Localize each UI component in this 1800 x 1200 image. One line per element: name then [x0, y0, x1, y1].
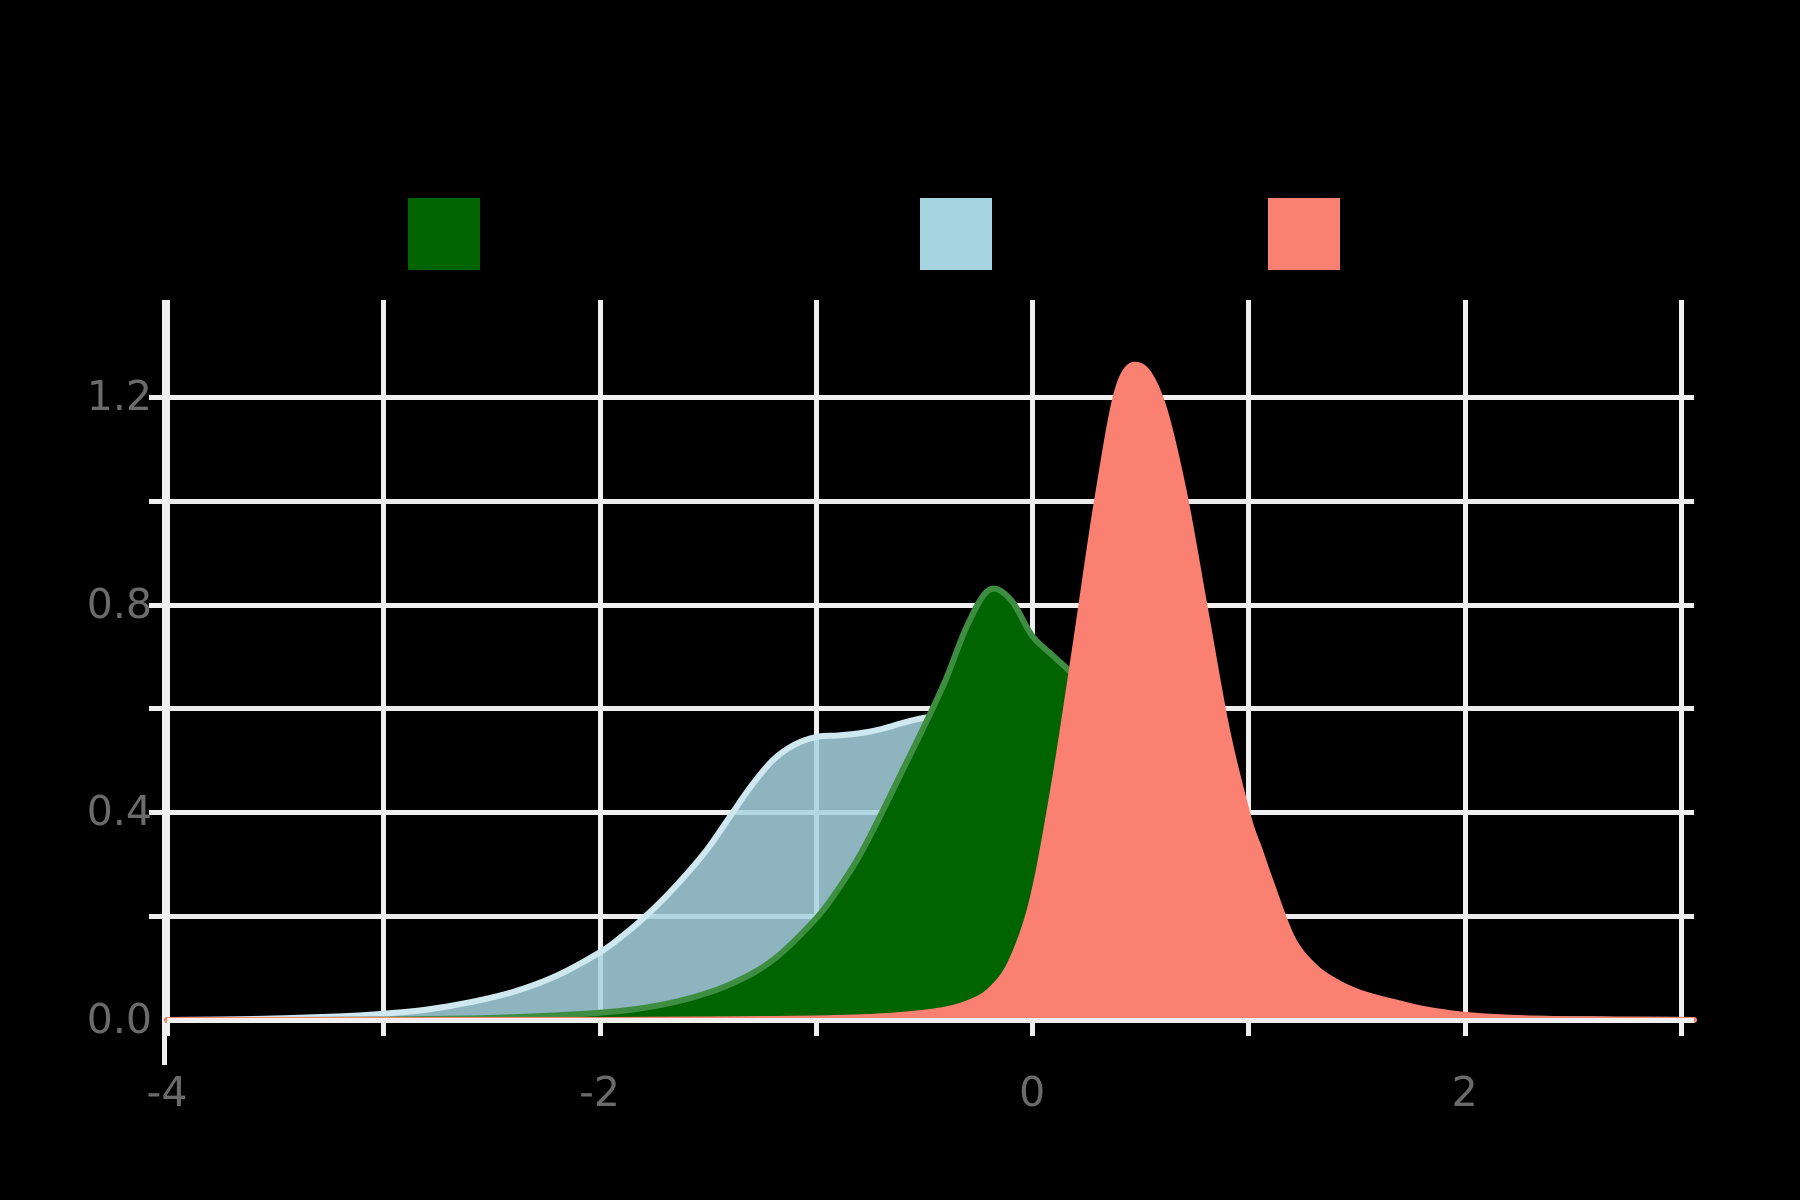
gridline-vertical [1246, 300, 1252, 1020]
y-tick-mark [149, 602, 163, 608]
x-tick-mark [1246, 1020, 1252, 1036]
gridline-vertical [597, 300, 603, 1020]
plot-area [149, 300, 1697, 1065]
legend-swatch-lightblue[interactable] [920, 198, 992, 270]
x-tick-mark [1030, 1020, 1036, 1036]
x-tick-mark [1679, 1020, 1685, 1036]
x-tick-mark [597, 1020, 603, 1036]
chart-legend [0, 0, 1800, 300]
gridline-vertical [165, 300, 170, 1020]
gridline-vertical [1679, 300, 1685, 1020]
gridline-vertical [813, 300, 819, 1020]
y-tick-mark-minor [149, 498, 163, 504]
x-tick-label: 2 [1451, 1068, 1478, 1116]
y-tick-label: 0.0 [86, 995, 152, 1043]
y-tick-label: 1.2 [86, 371, 152, 420]
y-tick-label: 0.8 [86, 579, 152, 628]
density-series-green [164, 585, 1697, 1024]
y-tick-mark [149, 810, 163, 816]
y-tick-label: 0.4 [86, 787, 152, 836]
legend-swatch-salmon[interactable] [1268, 198, 1340, 270]
x-tick-label: 0 [1019, 1068, 1046, 1116]
x-tick-label: -4 [146, 1068, 188, 1116]
density-curves [164, 361, 1697, 1024]
x-axis-baseline [167, 1018, 1694, 1023]
x-tick-mark [165, 1020, 170, 1036]
gridline-vertical [381, 300, 387, 1020]
x-tick-mark [381, 1020, 387, 1036]
density-fill-green [167, 588, 1694, 1021]
y-axis-line [162, 300, 167, 1065]
gridline-horizontal [167, 394, 1694, 400]
y-tick-mark-minor [149, 914, 163, 920]
legend-swatch-green[interactable] [408, 198, 480, 270]
x-tick-label: -2 [579, 1068, 621, 1116]
gridline-horizontal-minor [167, 498, 1694, 504]
x-tick-mark [1462, 1020, 1468, 1036]
gridline-vertical [1462, 300, 1468, 1020]
x-tick-mark [813, 1020, 819, 1036]
y-tick-mark-minor [149, 706, 163, 712]
gridline-horizontal [167, 602, 1694, 608]
y-tick-mark [149, 394, 163, 400]
